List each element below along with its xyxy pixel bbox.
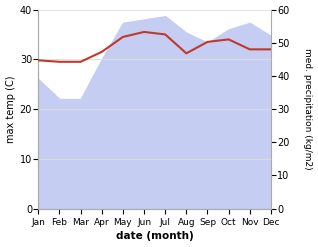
Y-axis label: med. precipitation (kg/m2): med. precipitation (kg/m2) (303, 48, 313, 170)
Y-axis label: max temp (C): max temp (C) (5, 75, 16, 143)
X-axis label: date (month): date (month) (116, 231, 194, 242)
